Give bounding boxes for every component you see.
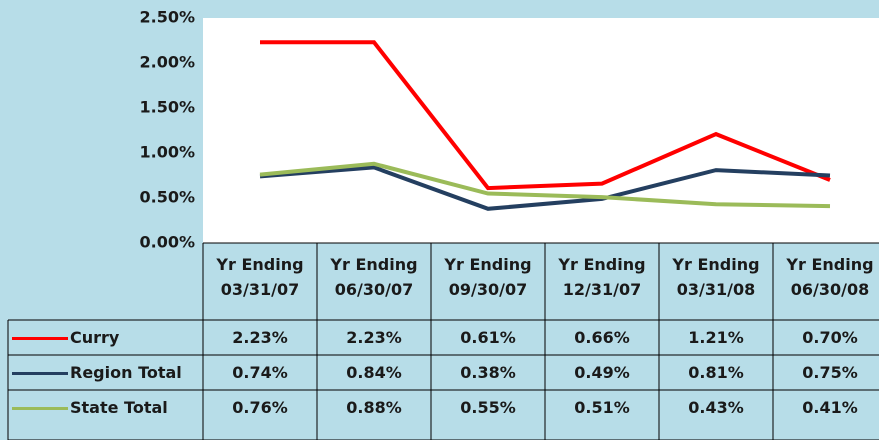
value-label: 0.70% [802, 328, 858, 347]
value-label: 0.66% [574, 328, 630, 347]
value-label: 0.74% [232, 363, 288, 382]
series-line [259, 161, 831, 209]
value-label: 0.88% [346, 398, 402, 417]
category-label: Yr Ending 03/31/07 [216, 255, 304, 299]
value-label: 2.23% [346, 328, 402, 347]
y-tick-label: 0.00% [139, 233, 195, 252]
series-line [259, 165, 831, 211]
plot-area [203, 18, 879, 243]
value-label: 0.38% [460, 363, 516, 382]
value-label: 0.51% [574, 398, 630, 417]
value-label: 0.81% [688, 363, 744, 382]
y-tick-label: 0.50% [139, 188, 195, 207]
category-label: Yr Ending 03/31/08 [672, 255, 760, 299]
value-label: 0.41% [802, 398, 858, 417]
category-label: Yr Ending 06/30/08 [786, 255, 874, 299]
legend-label: Curry [70, 328, 120, 347]
value-label: 1.21% [688, 328, 744, 347]
value-label: 0.75% [802, 363, 858, 382]
category-label: Yr Ending 09/30/07 [444, 255, 532, 299]
category-label: Yr Ending 06/30/07 [330, 255, 418, 299]
y-tick-label: 1.00% [139, 143, 195, 162]
y-tick-label: 2.50% [139, 8, 195, 27]
series-line [260, 40, 831, 191]
value-label: 0.43% [688, 398, 744, 417]
legend-label: Region Total [70, 363, 182, 382]
value-label: 0.61% [460, 328, 516, 347]
value-label: 0.76% [232, 398, 288, 417]
value-label: 0.84% [346, 363, 402, 382]
y-tick-label: 2.00% [139, 53, 195, 72]
value-label: 0.55% [460, 398, 516, 417]
y-tick-label: 1.50% [139, 98, 195, 117]
value-label: 2.23% [232, 328, 288, 347]
legend-label: State Total [70, 398, 168, 417]
category-label: Yr Ending 12/31/07 [558, 255, 646, 299]
value-label: 0.49% [574, 363, 630, 382]
